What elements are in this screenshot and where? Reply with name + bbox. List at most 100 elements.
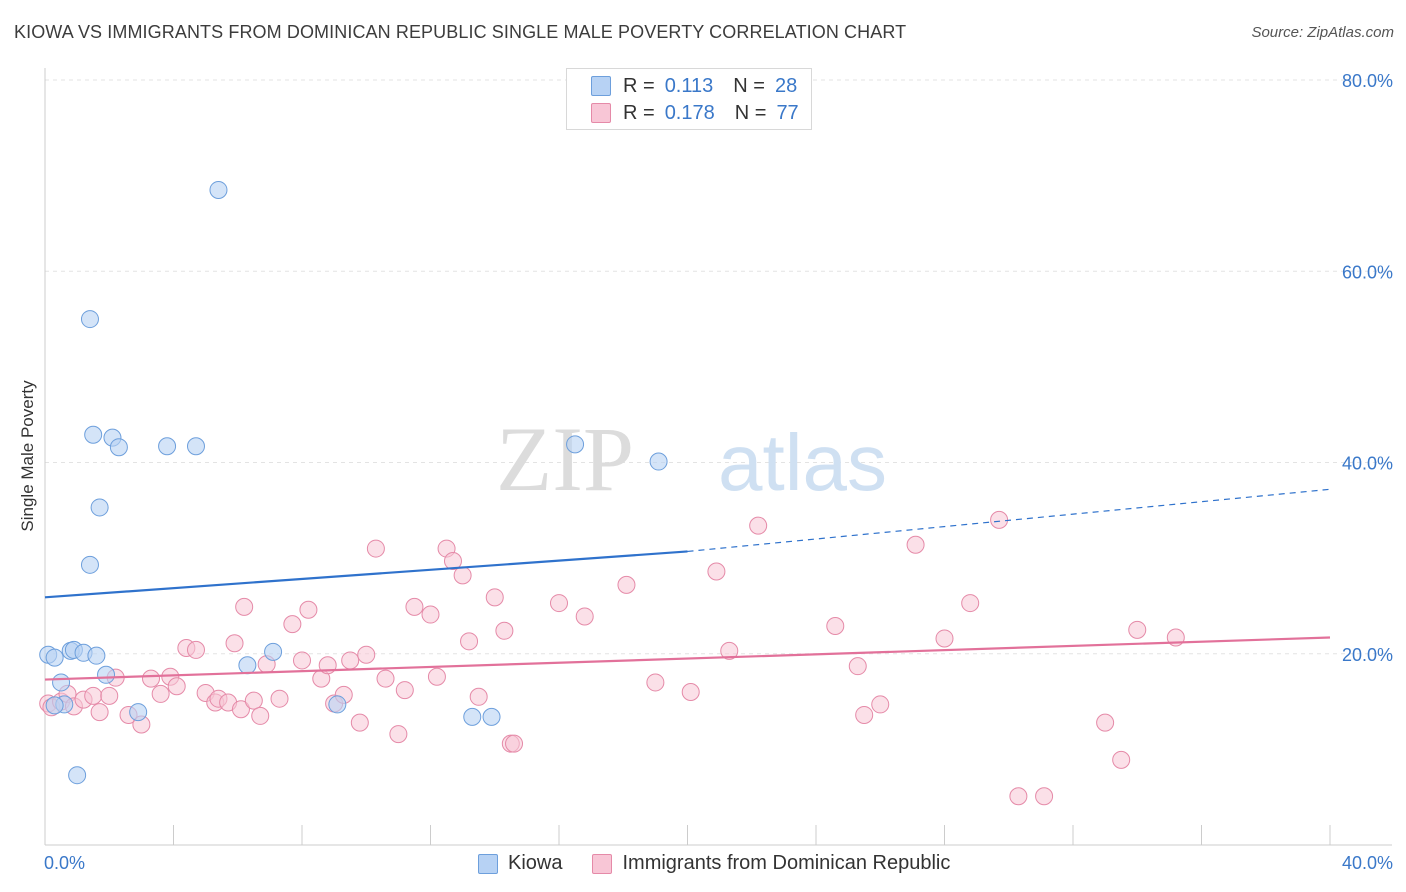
data-point-dr <box>961 594 980 613</box>
bottom-legend-item-dr: Immigrants from Dominican Republic <box>592 852 950 875</box>
data-point-dr <box>720 641 739 660</box>
data-point-dr <box>341 651 360 670</box>
data-point-kiowa <box>328 695 347 714</box>
bottom-legend: Kiowa Immigrants from Dominican Republic <box>478 852 980 875</box>
data-point-dr <box>550 594 568 613</box>
data-point-dr <box>485 588 504 607</box>
data-point-dr <box>389 725 408 744</box>
data-point-dr <box>617 575 636 594</box>
data-point-dr <box>299 600 318 619</box>
trend-line-kiowa-extension <box>687 488 1331 553</box>
data-point-dr <box>646 673 665 692</box>
tick-labels: 20.0% 40.0% 60.0% 80.0% 0.0% 40.0% <box>44 71 1393 873</box>
data-point-dr <box>244 691 263 710</box>
data-point-kiowa <box>52 673 71 692</box>
legend-n-value: 77 <box>776 101 799 124</box>
legend-r-label: R = <box>623 101 655 124</box>
data-point-dr <box>990 510 1009 529</box>
data-point-dr <box>350 713 369 732</box>
data-point-dr <box>505 734 524 753</box>
data-point-dr <box>283 615 302 634</box>
data-point-dr <box>469 687 488 706</box>
data-point-kiowa <box>649 452 668 471</box>
data-point-kiowa <box>80 310 99 329</box>
data-point-dr <box>251 706 270 725</box>
data-point-dr <box>366 539 385 558</box>
data-point-dr <box>871 695 890 714</box>
data-point-kiowa <box>84 425 103 444</box>
data-point-dr <box>186 640 205 659</box>
legend-swatch-dr <box>591 103 611 123</box>
legend-r-value: 0.113 <box>664 74 714 97</box>
legend-n-label: N = <box>733 74 765 97</box>
trend-line-dr <box>44 636 1331 681</box>
axis-layer <box>44 68 1392 846</box>
data-point-kiowa <box>97 665 116 684</box>
data-point-dr <box>1035 787 1054 806</box>
data-point-dr <box>357 645 376 664</box>
data-point-dr <box>848 657 867 676</box>
x-tick-label: 40.0% <box>1342 853 1393 873</box>
data-point-kiowa <box>158 437 177 456</box>
bottom-legend-swatch-kiowa <box>478 853 498 874</box>
data-point-kiowa <box>45 696 64 715</box>
bottom-legend-label-dr: Immigrants from Dominican Republic <box>622 852 951 874</box>
watermark-atlas: atlas <box>718 418 887 507</box>
data-point-kiowa <box>68 766 87 785</box>
data-point-kiowa <box>87 646 106 665</box>
data-point-kiowa <box>45 648 64 667</box>
watermark-zip: ZIP <box>496 408 634 510</box>
x-tick-label: 0.0% <box>44 853 85 873</box>
data-point-kiowa <box>129 703 148 722</box>
data-point-dr <box>1009 787 1028 806</box>
data-point-dr <box>100 686 119 705</box>
data-point-dr <box>376 669 395 688</box>
data-point-dr <box>235 597 254 616</box>
data-point-dr <box>225 634 244 653</box>
data-point-dr <box>142 669 161 688</box>
data-point-kiowa <box>186 437 205 456</box>
watermark: ZIP atlas <box>496 408 887 510</box>
legend-swatch-kiowa <box>591 76 611 96</box>
data-point-dr <box>231 700 250 719</box>
data-point-kiowa <box>238 656 257 675</box>
data-point-kiowa <box>109 438 128 457</box>
data-point-dr <box>575 607 594 626</box>
data-point-dr <box>421 605 440 624</box>
data-point-dr <box>443 551 462 570</box>
legend-n-value: 28 <box>774 74 798 97</box>
legend-r-label: R = <box>623 74 655 97</box>
data-point-kiowa <box>209 180 228 199</box>
legend-row-kiowa: R = 0.113 N = 28 <box>591 75 797 97</box>
y-tick-label: 60.0% <box>1342 262 1393 282</box>
data-point-dr <box>681 683 700 701</box>
data-point-dr <box>1128 620 1147 639</box>
data-point-kiowa <box>90 498 109 517</box>
data-point-kiowa <box>80 555 99 574</box>
data-point-dr <box>906 535 925 554</box>
data-point-dr <box>167 677 186 696</box>
data-point-dr <box>90 703 109 722</box>
data-point-dr <box>453 566 472 585</box>
data-point-dr <box>405 597 424 616</box>
y-tick-label: 20.0% <box>1342 645 1393 665</box>
trend-lines <box>44 488 1331 681</box>
bottom-legend-item-kiowa: Kiowa <box>478 852 562 875</box>
data-point-kiowa <box>463 707 482 726</box>
data-point-dr <box>84 686 103 705</box>
data-point-kiowa <box>566 435 585 454</box>
data-point-dr <box>293 651 311 670</box>
data-point-dr <box>935 629 954 648</box>
legend-r-value: 0.178 <box>664 101 715 124</box>
data-point-dr <box>1112 750 1131 769</box>
data-point-kiowa <box>264 642 283 661</box>
y-tick-label: 40.0% <box>1342 454 1393 474</box>
data-point-dr <box>151 684 170 703</box>
y-tick-label: 80.0% <box>1342 71 1393 91</box>
source-label: Source: ZipAtlas.com <box>1251 24 1394 41</box>
data-point-kiowa <box>482 707 501 726</box>
legend-row-dr: R = 0.178 N = 77 <box>591 102 799 124</box>
data-point-dr <box>855 705 874 724</box>
series-dr-points <box>39 510 1185 806</box>
